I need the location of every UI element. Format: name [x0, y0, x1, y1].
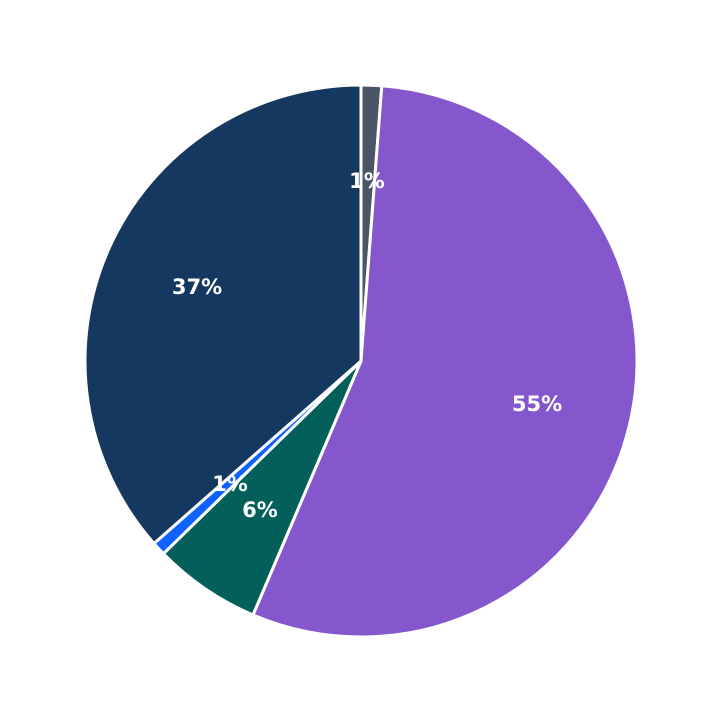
pie-slice	[251, 84, 639, 639]
slice-label: 1%	[212, 472, 248, 496]
slice-label: 37%	[172, 275, 222, 299]
pie-slice	[83, 83, 363, 546]
slice-label: 6%	[242, 498, 278, 522]
slice-label: 1%	[349, 169, 385, 193]
pie-slices	[83, 83, 639, 639]
slice-label: 55%	[512, 392, 562, 416]
pie-labels: 1% 55% 6% 1% 37%	[172, 169, 562, 522]
